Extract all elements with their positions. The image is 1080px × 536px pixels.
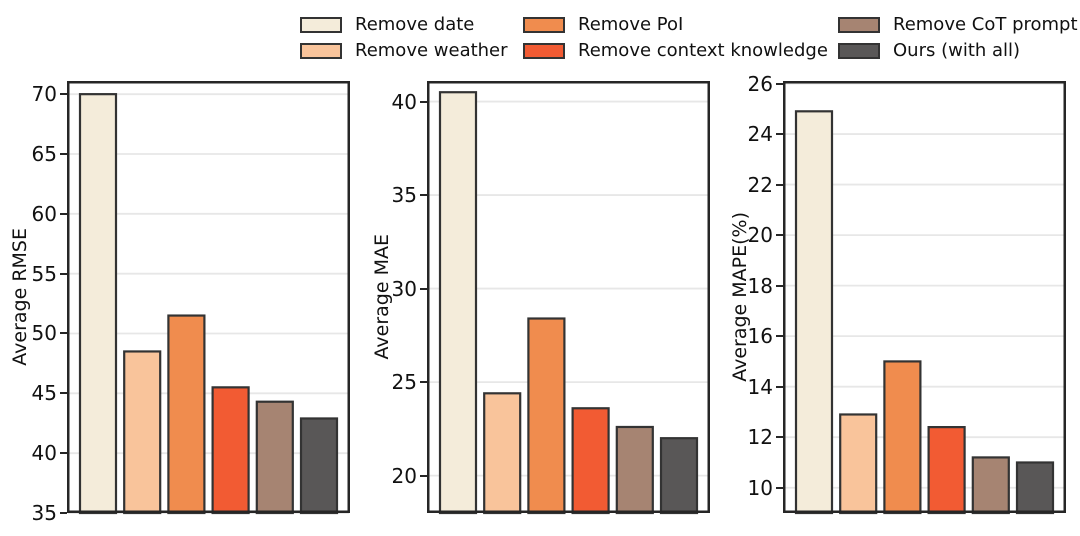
- y-tick-mark: [776, 133, 783, 136]
- bar-0: [438, 91, 478, 515]
- y-tick-label: 65: [31, 141, 57, 166]
- y-tick-label: 60: [31, 201, 57, 226]
- legend-item-remove-cot-prompt: Remove CoT prompt: [838, 14, 1078, 35]
- y-tick-label: 40: [31, 441, 57, 466]
- y-tick-mark: [776, 183, 783, 186]
- legend-swatch-remove-weather: [300, 43, 342, 59]
- y-tick-label: 40: [391, 89, 417, 114]
- y-tick-label: 45: [31, 381, 57, 406]
- legend-item-remove-poi: Remove PoI: [523, 14, 828, 35]
- legend-label: Remove PoI: [578, 14, 684, 35]
- axes-frame: [783, 81, 1066, 513]
- legend-swatch-remove-date: [300, 17, 342, 33]
- y-tick-mark: [776, 486, 783, 489]
- y-tick-mark: [776, 82, 783, 85]
- legend-label: Remove date: [355, 14, 475, 35]
- y-tick-mark: [60, 212, 67, 215]
- y-tick-mark: [776, 234, 783, 237]
- plot-area-rmse: [67, 81, 350, 515]
- y-tick-label: 20: [747, 223, 773, 248]
- bar-3: [211, 386, 250, 515]
- y-tick-label: 30: [391, 276, 417, 301]
- y-tick-mark: [420, 381, 427, 384]
- plot-area-mae: [427, 81, 710, 515]
- bar-5: [1015, 461, 1055, 515]
- y-tick-mark: [60, 93, 67, 96]
- axes-frame: [427, 81, 710, 513]
- y-tick-labels-rmse: 35 40 45 50 55 60 65 70: [0, 0, 57, 536]
- bar-0: [78, 93, 118, 515]
- y-tick-mark: [776, 335, 783, 338]
- y-tick-label: 10: [747, 475, 773, 500]
- legend-label: Remove CoT prompt: [893, 14, 1078, 35]
- y-tick-mark: [60, 332, 67, 335]
- bar-1: [123, 350, 162, 515]
- legend-swatch-remove-poi: [523, 17, 565, 33]
- y-tick-label: 50: [31, 321, 57, 346]
- plot-area-mape: [783, 81, 1066, 515]
- legend-item-ours-with-all: Ours (with all): [838, 40, 1078, 61]
- bar-4: [255, 400, 294, 515]
- bar-4: [615, 425, 654, 515]
- y-tick-mark: [776, 436, 783, 439]
- legend-swatch-remove-cot-prompt: [838, 17, 880, 33]
- y-tick-label: 18: [747, 273, 773, 298]
- bar-3: [571, 407, 610, 515]
- y-tick-mark: [420, 474, 427, 477]
- y-tick-mark: [420, 194, 427, 197]
- legend-column-3: Remove CoT prompt Ours (with all): [838, 14, 1078, 61]
- y-tick-label: 55: [31, 261, 57, 286]
- legend-item-remove-weather: Remove weather: [300, 40, 508, 61]
- y-tick-mark: [776, 284, 783, 287]
- bar-1: [839, 413, 878, 515]
- legend-label: Remove context knowledge: [578, 40, 828, 61]
- y-tick-labels-mae: 20 25 30 35 40: [349, 0, 417, 536]
- y-tick-label: 24: [747, 122, 773, 147]
- y-tick-label: 22: [747, 172, 773, 197]
- y-tick-mark: [60, 512, 67, 514]
- bar-0: [794, 110, 834, 515]
- y-tick-mark: [60, 452, 67, 455]
- y-tick-label: 16: [747, 324, 773, 349]
- y-tick-mark: [60, 392, 67, 395]
- y-tick-label: 70: [31, 82, 57, 107]
- legend-item-remove-date: Remove date: [300, 14, 508, 35]
- bar-2: [883, 360, 922, 515]
- legend-swatch-remove-context-knowledge: [523, 43, 565, 59]
- y-tick-mark: [60, 272, 67, 275]
- y-tick-mark: [420, 100, 427, 103]
- y-tick-mark: [420, 287, 427, 290]
- legend-label: Remove weather: [355, 40, 508, 61]
- legend-column-2: Remove PoI Remove context knowledge: [523, 14, 828, 61]
- y-tick-label: 12: [747, 425, 773, 450]
- y-tick-labels-mape: 10 12 14 16 18 20 22 24 26: [705, 0, 773, 536]
- bar-5: [299, 417, 339, 515]
- bar-5: [659, 437, 699, 515]
- bar-1: [483, 392, 522, 515]
- y-tick-label: 26: [747, 71, 773, 96]
- bar-2: [527, 317, 566, 515]
- y-tick-mark: [60, 152, 67, 155]
- y-tick-mark: [776, 385, 783, 388]
- y-tick-label: 20: [391, 463, 417, 488]
- y-tick-label: 35: [391, 183, 417, 208]
- legend-column-1: Remove date Remove weather: [300, 14, 508, 61]
- axes-frame: [67, 81, 350, 513]
- legend-swatch-ours-with-all: [838, 43, 880, 59]
- y-tick-label: 35: [31, 501, 57, 525]
- y-tick-label: 14: [747, 374, 773, 399]
- legend-item-remove-context-knowledge: Remove context knowledge: [523, 40, 828, 61]
- legend-label: Ours (with all): [893, 40, 1021, 61]
- bar-4: [971, 456, 1010, 515]
- bar-3: [927, 426, 966, 515]
- bar-2: [167, 314, 206, 515]
- y-tick-label: 25: [391, 370, 417, 395]
